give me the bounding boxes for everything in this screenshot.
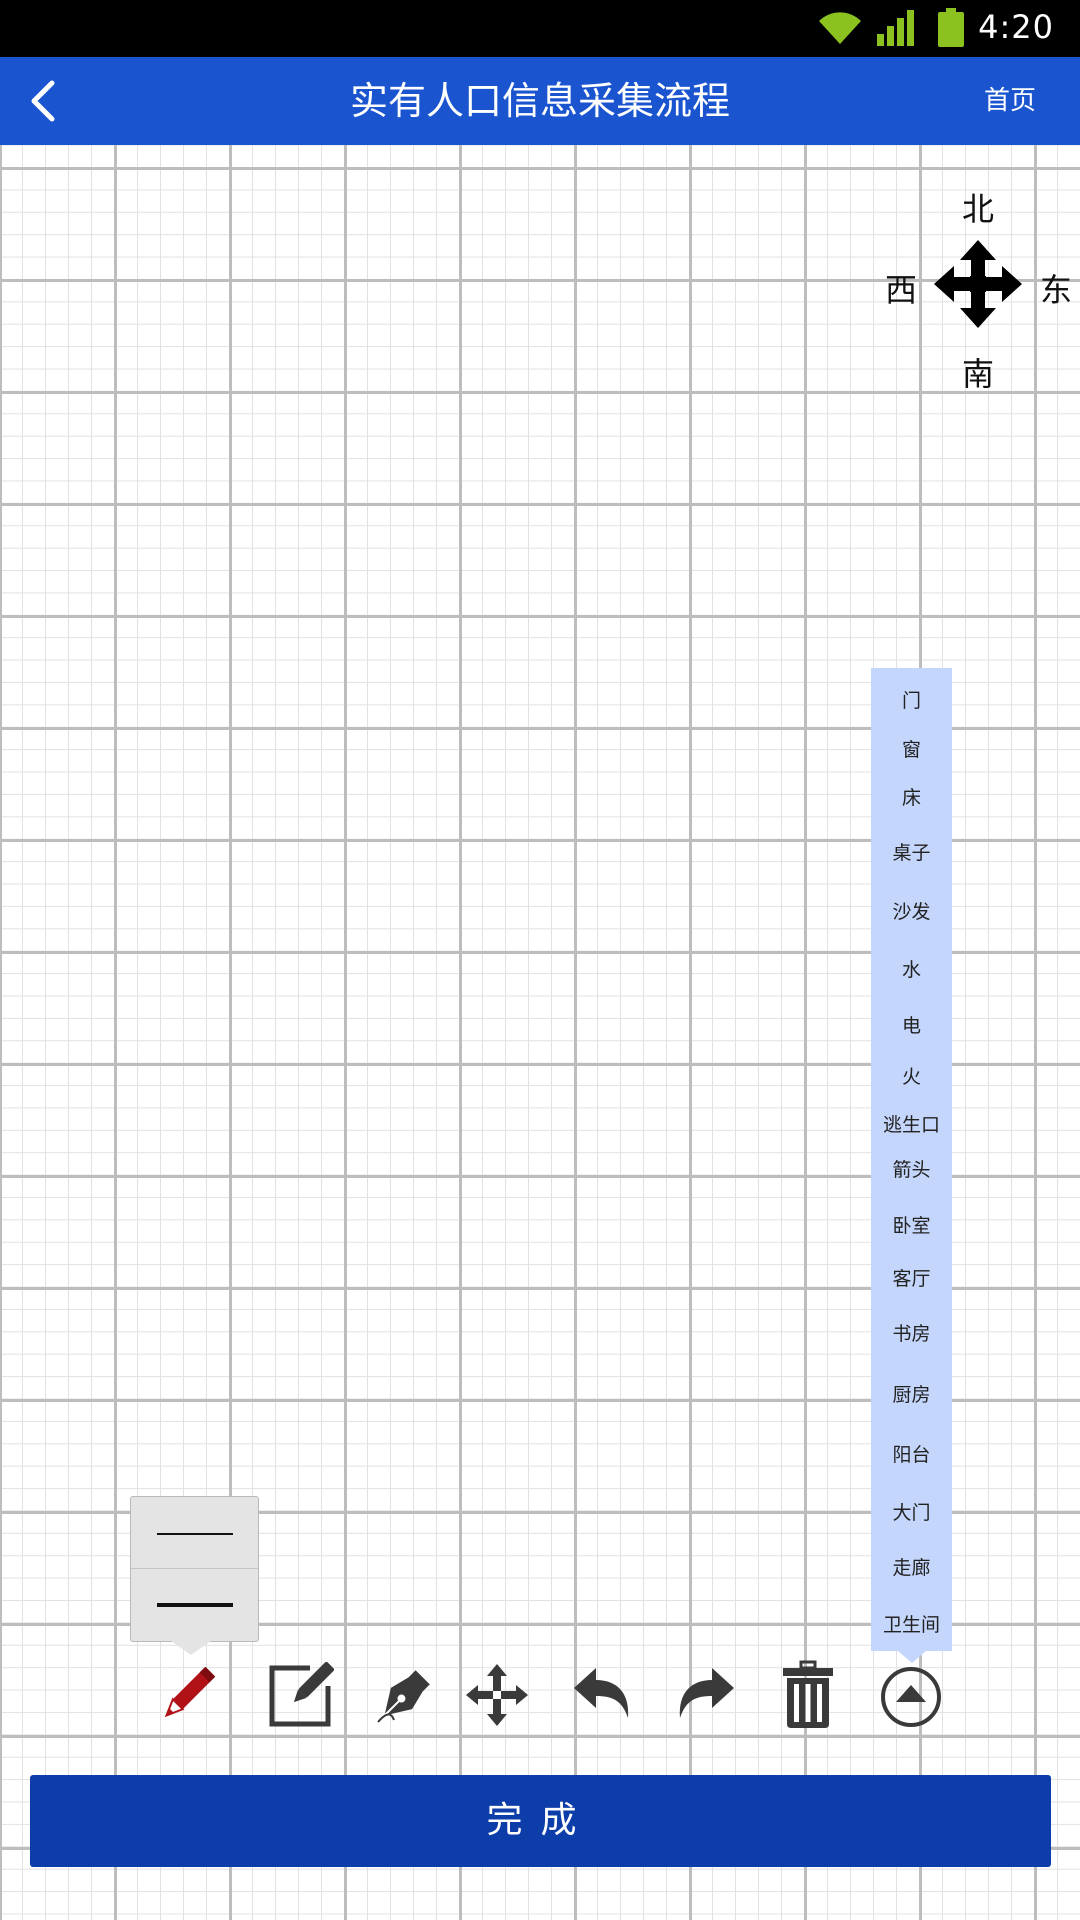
back-arrow-icon[interactable] <box>22 75 72 127</box>
palette-item-bathroom[interactable]: 卫生间 <box>882 1614 940 1636</box>
palette-item-arrow[interactable]: 箭头 <box>892 1159 931 1181</box>
palette-item-main-door[interactable]: 大门 <box>892 1502 931 1524</box>
page-title: 实有人口信息采集流程 <box>349 79 730 123</box>
compass-arrows-icon <box>934 240 1022 328</box>
item-palette <box>871 668 952 1651</box>
compass-west: 西 <box>885 271 918 309</box>
palette-item-door[interactable]: 门 <box>901 690 921 712</box>
status-bar: 4:20 <box>0 0 1080 57</box>
palette-item-living-room[interactable]: 客厅 <box>892 1268 931 1290</box>
clock: 4:20 <box>978 8 1054 46</box>
palette-item-balcony[interactable]: 阳台 <box>892 1444 931 1466</box>
palette-item-sofa[interactable]: 沙发 <box>892 901 931 923</box>
wifi-icon <box>819 12 861 44</box>
palette-item-kitchen[interactable]: 厨房 <box>892 1384 931 1406</box>
app-header: 实有人口信息采集流程 首页 <box>0 57 1080 145</box>
line-width-thick[interactable] <box>131 1569 258 1640</box>
home-button[interactable]: 首页 <box>983 86 1036 116</box>
palette-item-table[interactable]: 桌子 <box>892 842 931 864</box>
palette-item-electric[interactable]: 电 <box>901 1015 921 1037</box>
palette-item-window[interactable]: 窗 <box>901 739 921 761</box>
palette-item-bed[interactable]: 床 <box>901 787 921 809</box>
compass-south: 南 <box>962 355 995 393</box>
palette-item-fire[interactable]: 火 <box>901 1066 921 1088</box>
line-width-popup <box>130 1496 259 1642</box>
compass-east: 东 <box>1040 271 1073 309</box>
compass-north: 北 <box>962 190 995 228</box>
move-icon[interactable] <box>462 1660 532 1730</box>
palette-item-water[interactable]: 水 <box>901 959 921 981</box>
signal-icon <box>877 10 914 46</box>
pencil-icon[interactable] <box>152 1660 222 1730</box>
redo-icon[interactable] <box>670 1660 740 1730</box>
line-width-thin[interactable] <box>131 1497 258 1569</box>
pen-nib-icon[interactable] <box>370 1660 440 1730</box>
arrow-up-circle-icon[interactable] <box>876 1660 946 1730</box>
palette-item-escape[interactable]: 逃生口 <box>882 1114 940 1136</box>
thin-line-sample <box>157 1533 233 1535</box>
battery-icon <box>938 8 964 47</box>
thick-line-sample <box>157 1603 233 1607</box>
edit-icon[interactable] <box>266 1660 336 1730</box>
popup-pointer <box>171 1641 211 1655</box>
drawing-canvas[interactable] <box>0 145 1080 1920</box>
undo-icon[interactable] <box>568 1660 638 1730</box>
trash-icon[interactable] <box>773 1660 843 1730</box>
palette-item-corridor[interactable]: 走廊 <box>892 1557 931 1579</box>
palette-item-bedroom[interactable]: 卧室 <box>892 1215 931 1237</box>
done-button[interactable]: 完成 <box>30 1775 1051 1867</box>
palette-pointer <box>898 1651 926 1663</box>
palette-item-study[interactable]: 书房 <box>892 1323 931 1345</box>
